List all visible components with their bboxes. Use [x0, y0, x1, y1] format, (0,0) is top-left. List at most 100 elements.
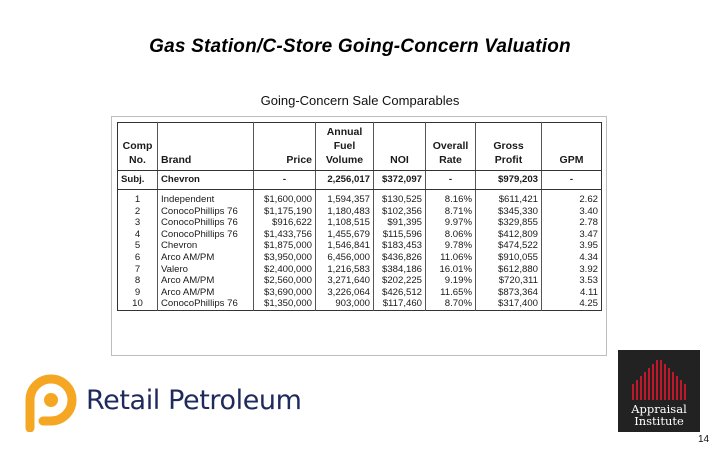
cell-noi: $117,460 — [373, 298, 426, 311]
cell-price: $2,400,000 — [253, 263, 316, 276]
cell-profit: $720,311 — [475, 275, 542, 287]
cell-rate: 8.16% — [425, 189, 476, 206]
cell-rate: 9.19% — [425, 275, 476, 287]
table-row: 10 ConocoPhillips 76 $1,350,000 903,000 … — [118, 298, 602, 311]
slide-title: Gas Station/C-Store Going-Concern Valuat… — [149, 36, 571, 57]
header-rate-line2: Rate — [439, 154, 462, 166]
cell-price: $1,350,000 — [253, 298, 316, 311]
cell-noi: $436,826 — [373, 251, 426, 264]
cell-no: 1 — [134, 194, 141, 205]
page-number: 14 — [698, 434, 710, 445]
cell-gpm: 3.40 — [541, 205, 602, 218]
header-comp-no: Comp No. — [117, 122, 158, 171]
cell-volume: 1,455,679 — [315, 228, 374, 241]
cell-gpm: 2.78 — [541, 217, 602, 229]
cell-brand: Arco AM/PM — [157, 286, 254, 299]
cell-brand: ConocoPhillips 76 — [157, 205, 254, 218]
cell-price: $1,600,000 — [253, 189, 316, 206]
building-columns-icon — [632, 360, 686, 400]
cell-no: 7 — [134, 263, 141, 275]
cell-noi: $115,596 — [373, 228, 426, 241]
cell-rate: 11.06% — [425, 251, 476, 264]
cell-volume: 1,546,841 — [315, 240, 374, 252]
cell-no: 5 — [134, 240, 141, 252]
header-fuel-line2: Fuel — [333, 140, 356, 152]
cell-profit: $317,400 — [475, 298, 542, 311]
cell-profit: $412,809 — [475, 228, 542, 241]
table-header-row: Comp No. Brand Price Annual Fuel Volume … — [117, 122, 602, 171]
cell-no: 3 — [134, 217, 141, 229]
cell-no: 2 — [134, 205, 141, 217]
cell-profit: $345,330 — [475, 205, 542, 218]
cell-no: 9 — [134, 286, 141, 298]
retail-petroleum-wordmark: Retail Petroleum — [86, 385, 302, 416]
table-row: 5 Chevron $1,875,000 1,546,841 $183,453 … — [118, 240, 602, 252]
cell-gpm: 3.95 — [541, 240, 602, 252]
cell-price: $1,875,000 — [253, 240, 316, 252]
cell-price: - — [253, 170, 316, 190]
cell-price: $916,622 — [253, 217, 316, 229]
cell-noi: $91,395 — [373, 217, 426, 229]
cell-noi: $372,097 — [373, 170, 426, 190]
cell-volume: 1,216,583 — [315, 263, 374, 276]
cell-noi: $102,356 — [373, 205, 426, 218]
cell-gpm: 4.11 — [541, 286, 602, 299]
cell-profit: $329,855 — [475, 217, 542, 229]
cell-gpm: 4.34 — [541, 251, 602, 264]
cell-volume: 1,594,357 — [315, 189, 374, 206]
cell-rate: - — [425, 170, 476, 190]
cell-profit: $979,203 — [475, 170, 542, 190]
cell-volume: 1,180,483 — [315, 205, 374, 218]
cell-brand: ConocoPhillips 76 — [157, 228, 254, 241]
cell-no: 10 — [132, 298, 143, 310]
header-overall-rate: Overall Rate — [425, 122, 476, 171]
table-row-subject: Subj. Chevron - 2,256,017 $372,097 - $97… — [117, 170, 602, 190]
appraisal-line1: Appraisal — [631, 402, 687, 416]
cell-no: 8 — [134, 275, 141, 287]
cell-profit: $611,421 — [475, 189, 542, 206]
cell-price: $1,433,756 — [253, 228, 316, 241]
table-row: 1 Independent $1,600,000 1,594,357 $130,… — [118, 189, 602, 206]
cell-rate: 8.70% — [425, 298, 476, 311]
cell-noi: $426,512 — [373, 286, 426, 299]
appraisal-line2: Institute — [634, 414, 684, 428]
cell-no: 4 — [134, 228, 141, 240]
cell-noi: $384,186 — [373, 263, 426, 276]
cell-rate: 11.65% — [425, 286, 476, 299]
header-rate-line1: Overall — [432, 140, 469, 152]
cell-volume: 3,226,064 — [315, 286, 374, 299]
cell-noi: $183,453 — [373, 240, 426, 252]
comparables-table-frame: Comp No. Brand Price Annual Fuel Volume … — [111, 116, 607, 356]
cell-noi: $130,525 — [373, 189, 426, 206]
table-row: 4 ConocoPhillips 76 $1,433,756 1,455,679… — [118, 228, 602, 241]
cell-no: Subj. — [117, 170, 158, 190]
header-gross-profit: Gross Profit — [475, 122, 542, 171]
cell-brand: ConocoPhillips 76 — [157, 298, 254, 311]
cell-rate: 8.06% — [425, 228, 476, 241]
header-gpm: GPM — [541, 122, 602, 171]
table-row: 9 Arco AM/PM $3,690,000 3,226,064 $426,5… — [118, 286, 602, 299]
cell-brand: ConocoPhillips 76 — [157, 217, 254, 229]
table-row: 8 Arco AM/PM $2,560,000 3,271,640 $202,2… — [118, 275, 602, 287]
header-comp-line1: Comp — [122, 140, 153, 152]
cell-profit: $474,522 — [475, 240, 542, 252]
header-brand-label: Brand — [161, 154, 192, 166]
cell-rate: 9.97% — [425, 217, 476, 229]
cell-profit: $873,364 — [475, 286, 542, 299]
cell-volume: 903,000 — [315, 298, 374, 311]
header-noi: NOI — [373, 122, 426, 171]
cell-brand: Chevron — [157, 240, 254, 252]
header-price: Price — [253, 122, 316, 171]
cell-rate: 16.01% — [425, 263, 476, 276]
retail-petroleum-mark-icon — [25, 374, 77, 432]
cell-profit: $612,880 — [475, 263, 542, 276]
cell-brand: Valero — [157, 263, 254, 276]
header-profit-line2: Profit — [494, 154, 523, 166]
header-price-label: Price — [286, 154, 312, 166]
cell-brand: Independent — [157, 189, 254, 206]
cell-price: $3,690,000 — [253, 286, 316, 299]
cell-gpm: 2.62 — [541, 189, 602, 206]
cell-price: $3,950,000 — [253, 251, 316, 264]
header-gpm-label: GPM — [559, 154, 584, 166]
cell-rate: 8.71% — [425, 205, 476, 218]
